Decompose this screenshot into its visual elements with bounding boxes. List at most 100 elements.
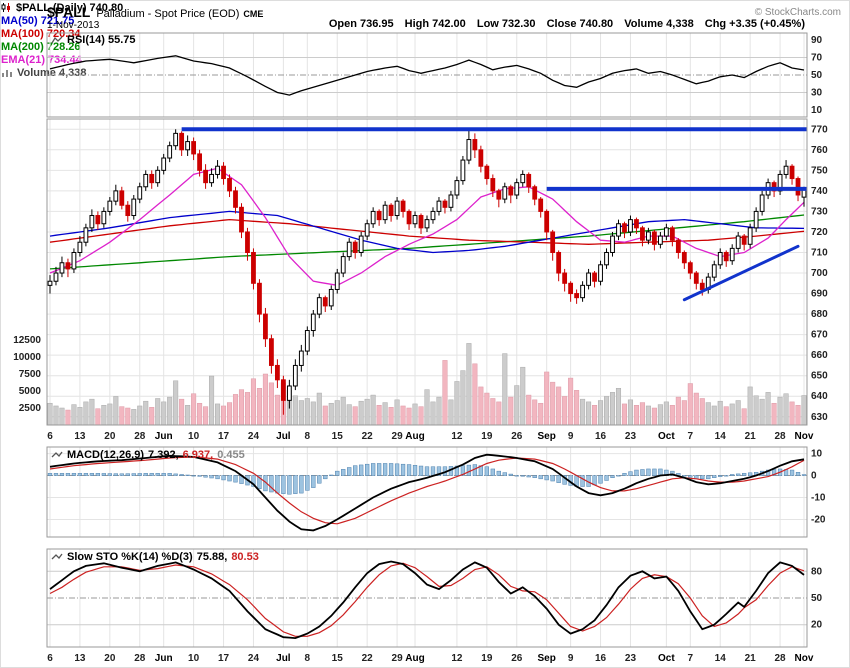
svg-text:17: 17 [218,653,230,664]
svg-text:30: 30 [811,88,823,99]
instrument-name: Palladium - Spot Price (EOD) [96,8,240,20]
svg-text:23: 23 [625,653,637,664]
svg-text:8: 8 [305,653,311,664]
svg-text:720: 720 [811,227,828,238]
svg-text:8: 8 [305,431,311,442]
svg-text:-10: -10 [811,492,826,503]
legend-ema21: EMA(21) 734.44 [1,53,82,66]
svg-text:50: 50 [811,593,823,604]
svg-text:650: 650 [811,371,828,382]
copyright: © StockCharts.com [754,7,841,18]
svg-text:14: 14 [715,653,727,664]
chart-date: 1-Nov-2013 [47,20,100,31]
svg-text:680: 680 [811,309,828,320]
sto-title: Slow STO %K(14) %D(3) [67,551,193,563]
low-label: Low [476,18,499,30]
svg-text:Nov: Nov [795,653,814,664]
svg-text:10000: 10000 [13,352,41,363]
svg-text:29: 29 [392,653,404,664]
svg-text:7: 7 [688,653,694,664]
svg-text:15: 15 [332,431,344,442]
macd-hist-value: 0.455 [217,449,245,461]
svg-text:17: 17 [218,431,230,442]
high-value: 742.00 [432,18,466,30]
svg-text:Oct: Oct [658,653,675,664]
line-indicator-icon [51,450,63,460]
symbol: $PALL [47,4,91,20]
sto-legend: Slow STO %K(14) %D(3) 75.88, 80.53 [51,551,259,563]
svg-text:28: 28 [775,653,787,664]
legend-ma100: MA(100) 720.34 [1,27,81,40]
svg-text:13: 13 [74,653,86,664]
svg-text:20: 20 [104,431,116,442]
svg-text:20: 20 [811,620,823,631]
macd-title: MACD(12,26,9) [67,449,145,461]
svg-text:Aug: Aug [405,653,424,664]
chart-header: $PALL Palladium - Spot Price (EOD) CME [47,4,263,22]
svg-text:10: 10 [811,449,823,460]
legend-ma200: MA(200) 728.26 [1,40,81,53]
svg-text:21: 21 [745,431,757,442]
svg-text:Jul: Jul [276,653,291,664]
svg-text:12500: 12500 [13,335,41,346]
svg-text:700: 700 [811,268,828,279]
svg-text:10: 10 [811,105,823,116]
volume-bars-icon [1,68,13,78]
sto-k-value: 75.88, [196,551,228,563]
svg-text:22: 22 [362,431,374,442]
legend-ma50: MA(50) 721.75 [1,14,75,27]
svg-text:Oct: Oct [658,431,675,442]
svg-text:Sep: Sep [538,431,556,442]
svg-text:Jun: Jun [155,431,173,442]
svg-text:Nov: Nov [795,431,814,442]
svg-text:Jul: Jul [276,431,291,442]
svg-text:730: 730 [811,206,828,217]
macd-value: 7.392, [148,449,179,461]
svg-text:19: 19 [481,431,493,442]
svg-text:10: 10 [188,653,200,664]
svg-text:50: 50 [811,70,823,81]
macd-legend: MACD(12,26,9) 7.392, 6.937, 0.455 [51,449,245,461]
svg-text:670: 670 [811,330,828,341]
svg-text:690: 690 [811,289,828,300]
sto-d-value: 80.53 [231,551,259,563]
svg-text:7500: 7500 [19,369,42,380]
svg-text:26: 26 [511,431,523,442]
svg-text:740: 740 [811,186,828,197]
rsi-legend-label: RSI(14) 55.75 [67,34,136,46]
high-label: High [404,18,430,30]
svg-text:12: 12 [451,653,463,664]
svg-text:28: 28 [134,431,146,442]
svg-text:9: 9 [568,431,574,442]
svg-text:20: 20 [104,653,116,664]
svg-text:90: 90 [811,35,823,46]
close-value: 740.80 [579,18,614,30]
svg-text:16: 16 [595,653,607,664]
svg-text:Sep: Sep [538,653,556,664]
svg-text:22: 22 [362,653,374,664]
svg-text:19: 19 [481,653,493,664]
svg-text:15: 15 [332,653,344,664]
chg-value: +3.35 (+0.45%) [729,18,805,30]
svg-text:70: 70 [811,53,823,64]
svg-text:10: 10 [188,431,200,442]
line-indicator-icon [51,552,63,562]
svg-text:2500: 2500 [19,403,42,414]
svg-text:660: 660 [811,350,828,361]
svg-text:9: 9 [568,653,574,664]
svg-text:24: 24 [248,431,260,442]
svg-text:28: 28 [775,431,787,442]
quote-bar: Open 736.95 High 742.00 Low 732.30 Close 740… [321,18,805,30]
svg-text:28: 28 [134,653,146,664]
svg-text:630: 630 [811,412,828,423]
svg-text:7: 7 [688,431,694,442]
low-value: 732.30 [501,18,536,30]
svg-text:5000: 5000 [19,386,42,397]
close-label: Close [546,18,577,30]
svg-text:16: 16 [595,431,607,442]
rsi-legend: RSI(14) 55.75 [51,34,135,46]
svg-text:0: 0 [811,471,817,482]
svg-text:6: 6 [47,431,53,442]
svg-text:760: 760 [811,145,828,156]
exchange: CME [243,9,264,19]
